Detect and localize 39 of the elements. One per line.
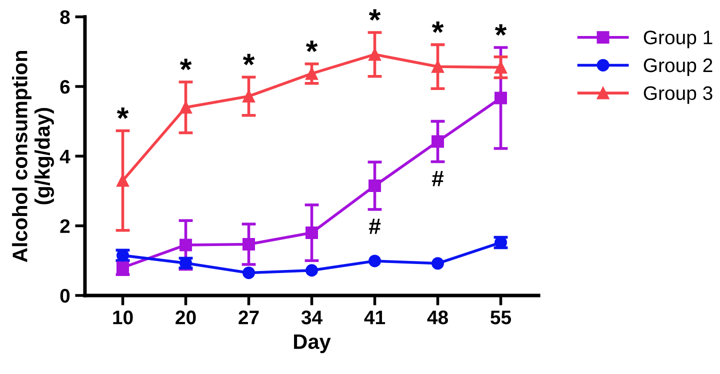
point (494, 92, 508, 104)
annotation: * (306, 40, 318, 52)
x-tick-label: 34 (301, 310, 322, 324)
point (368, 180, 382, 192)
point (306, 226, 318, 240)
x-tick-label: 27 (238, 310, 259, 324)
legend-label: Group 1 (644, 30, 712, 48)
x-tick-label: 41 (364, 310, 386, 324)
point (306, 264, 318, 277)
point (432, 135, 444, 148)
point (242, 266, 256, 280)
annotation: # (368, 218, 381, 234)
x-tick-label: 20 (176, 310, 196, 324)
annotation: # (432, 171, 444, 186)
legend-label: Group 2 (644, 58, 712, 76)
point (432, 257, 444, 270)
point (368, 254, 382, 268)
annotation: * (432, 22, 444, 33)
point (180, 256, 192, 270)
point (494, 61, 508, 74)
y-tick-label: 2 (60, 219, 70, 233)
x-axis-title: Day (294, 334, 331, 354)
y-tick-label: 8 (60, 10, 70, 24)
x-tick-label: 48 (427, 310, 448, 324)
legend-label: Group 3 (644, 86, 712, 104)
annotation: * (494, 24, 507, 36)
annotation: * (368, 9, 381, 21)
x-tick-label: 10 (113, 310, 133, 324)
annotation: * (242, 54, 255, 66)
point (180, 238, 192, 252)
y-tick-label: 0 (60, 288, 70, 303)
annotation: * (116, 108, 129, 119)
y-tick-label: 4 (60, 150, 70, 164)
annotation: * (180, 58, 192, 70)
y-axis-title: Alcohol consumption (g/kg/day) (12, 50, 54, 262)
x-tick-label: 55 (490, 310, 512, 324)
y-tick-label: 6 (60, 80, 70, 94)
point (180, 101, 192, 114)
point (242, 238, 256, 251)
